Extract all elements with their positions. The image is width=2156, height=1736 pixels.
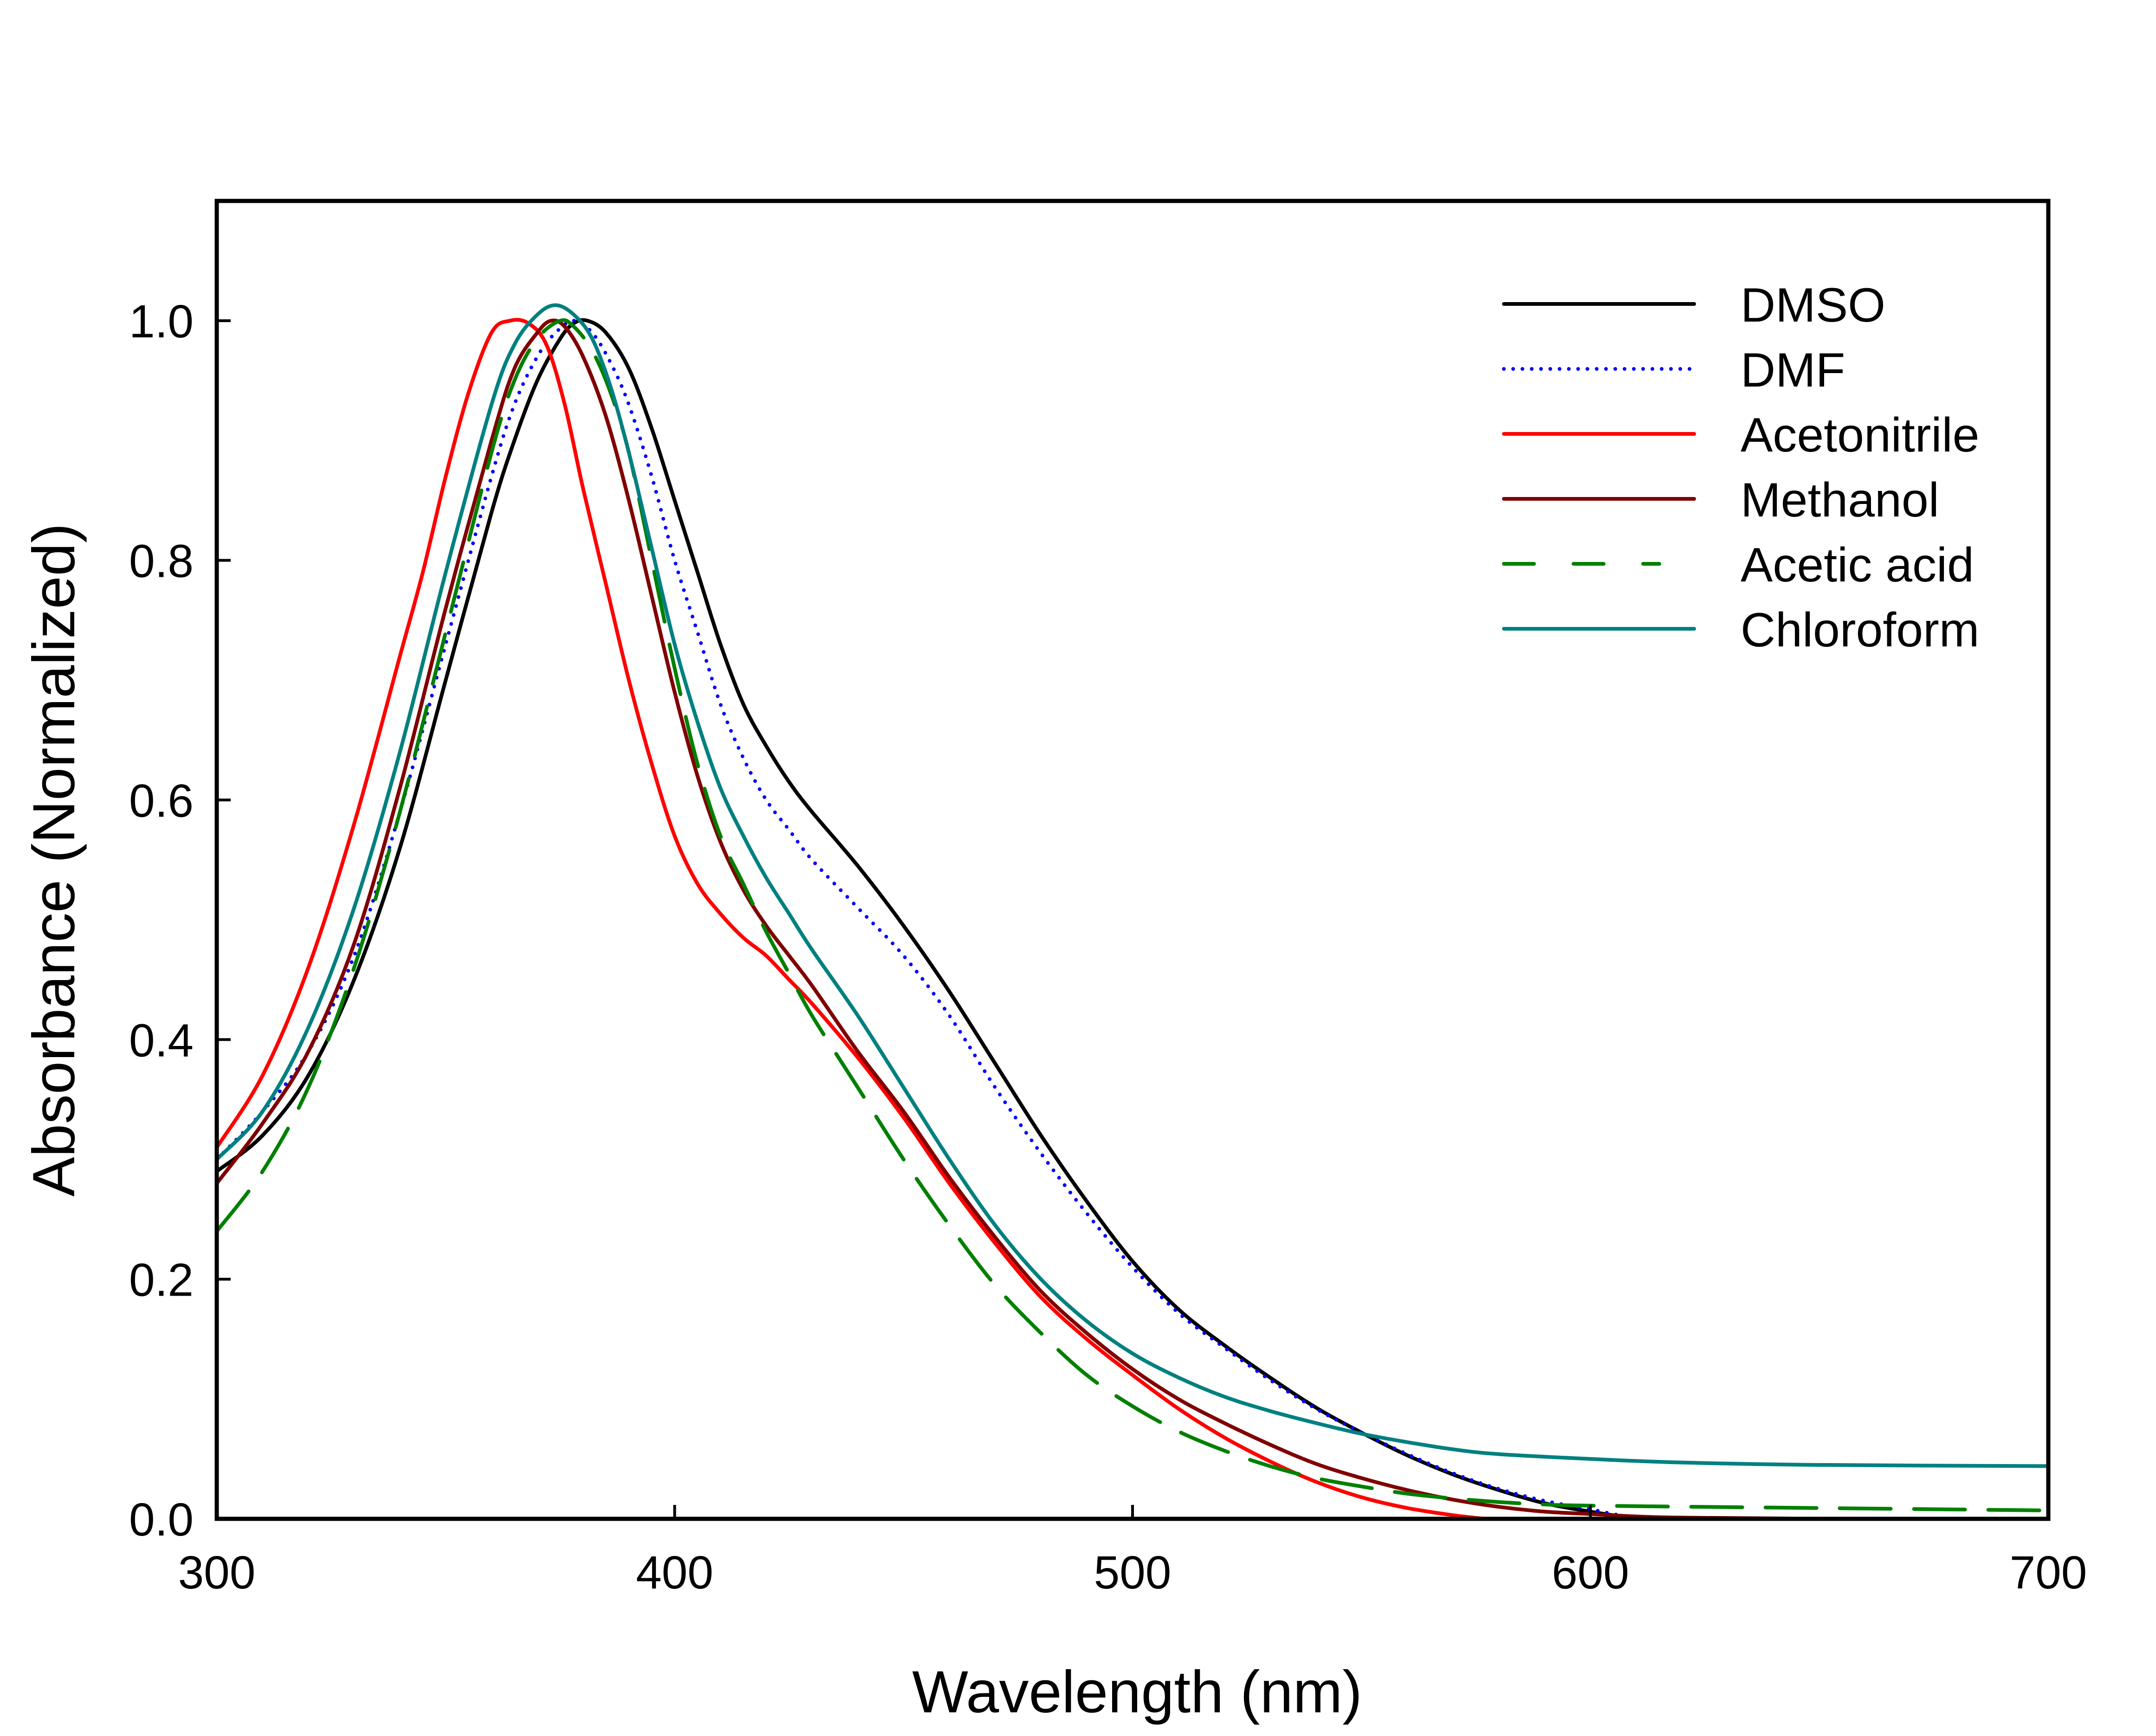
x-tick-label: 500 (1094, 1547, 1172, 1599)
x-axis-ticks: 300 400 500 600 700 (178, 1505, 2087, 1599)
y-tick-label: 0.4 (129, 1014, 194, 1066)
legend-item: DMF (1502, 343, 1845, 397)
y-axis-title: Absorbance (Normalized) (21, 523, 87, 1196)
legend-item: Acetic acid (1502, 538, 1974, 592)
y-axis-ticks: 0.0 0.2 0.4 0.6 0.8 1.0 (129, 296, 231, 1546)
legend-item: Chloroform (1502, 603, 1979, 657)
legend-label: DMSO (1741, 278, 1885, 332)
legend-item: DMSO (1502, 278, 1885, 332)
x-tick-label: 400 (636, 1547, 713, 1599)
series-line-acetic-acid (215, 318, 2050, 1512)
x-axis-title: Wavelength (nm) (912, 1659, 1362, 1725)
legend-label: Acetonitrile (1741, 408, 1979, 462)
series-line-acetonitrile (215, 318, 1487, 1521)
legend-label: Acetic acid (1741, 538, 1974, 592)
legend-label: Chloroform (1741, 603, 1979, 657)
legend: DMSO DMF Acetonitrile Methanol Acetic acid Ch… (1502, 278, 1979, 657)
series-line-dmf (215, 319, 2050, 1521)
series-layer (215, 303, 2050, 1521)
series-line-methanol (215, 318, 2050, 1521)
series-line-chloroform (215, 303, 2050, 1468)
y-tick-label: 0.0 (129, 1494, 194, 1546)
legend-label: Methanol (1741, 473, 1939, 527)
legend-label: DMF (1741, 343, 1845, 397)
y-tick-label: 0.6 (129, 775, 194, 827)
x-tick-label: 600 (1552, 1547, 1629, 1599)
y-tick-label: 0.8 (129, 536, 194, 587)
y-tick-label: 1.0 (129, 296, 194, 348)
legend-item: Methanol (1502, 473, 1939, 527)
x-tick-label: 700 (2010, 1547, 2087, 1599)
legend-item: Acetonitrile (1502, 408, 1979, 462)
y-tick-label: 0.2 (129, 1254, 194, 1306)
x-tick-label: 300 (178, 1547, 256, 1599)
